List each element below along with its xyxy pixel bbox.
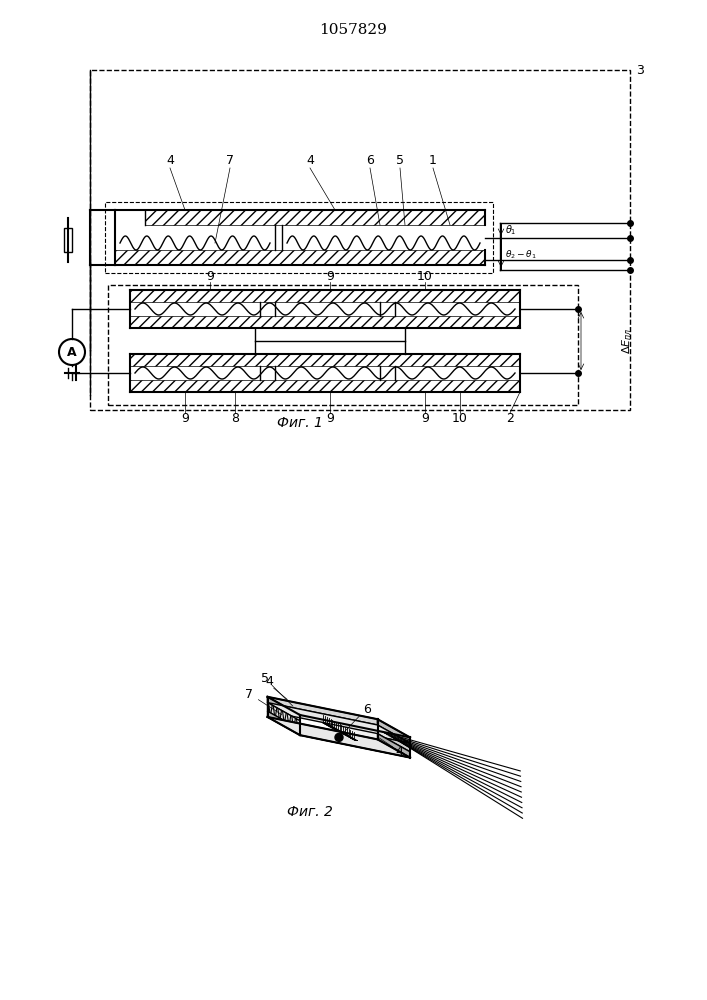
Bar	[115, 250, 485, 265]
Text: 5: 5	[261, 672, 269, 685]
Text: Фиг. 2: Фиг. 2	[287, 805, 333, 819]
Text: $\Delta E_{пл}$: $\Delta E_{пл}$	[620, 328, 633, 354]
Polygon shape	[267, 703, 410, 743]
Polygon shape	[267, 697, 378, 725]
Text: 4: 4	[266, 675, 274, 688]
Text: 9: 9	[326, 269, 334, 282]
Polygon shape	[378, 719, 410, 743]
Bar	[130, 354, 520, 366]
Text: Фиг. 1: Фиг. 1	[277, 416, 323, 430]
Polygon shape	[300, 721, 355, 741]
Bar	[108, 285, 578, 405]
Text: A: A	[67, 346, 77, 359]
Bar	[130, 380, 520, 392]
Text: 9: 9	[181, 412, 189, 426]
Bar	[145, 210, 485, 225]
Text: 7: 7	[226, 153, 234, 166]
Text: 9: 9	[326, 412, 334, 426]
Text: 8: 8	[231, 412, 239, 426]
Polygon shape	[267, 697, 300, 721]
Bar	[90, 70, 630, 410]
Bar	[105, 202, 493, 273]
Text: 9: 9	[421, 412, 429, 426]
Text: 4: 4	[306, 153, 314, 166]
Polygon shape	[267, 711, 300, 735]
Text: 10: 10	[417, 269, 433, 282]
Circle shape	[335, 733, 343, 741]
Text: $\theta_2-\theta_1$: $\theta_2-\theta_1$	[505, 249, 537, 261]
Text: 6: 6	[363, 703, 371, 716]
Polygon shape	[267, 717, 410, 758]
Text: 2: 2	[506, 412, 514, 426]
Polygon shape	[267, 703, 300, 729]
Text: 5: 5	[396, 153, 404, 166]
Polygon shape	[267, 711, 355, 741]
Text: 3: 3	[636, 64, 644, 77]
Bar	[64, 228, 72, 252]
Bar	[130, 316, 520, 328]
Text: 1: 1	[429, 153, 437, 166]
Text: $\theta_1$: $\theta_1$	[505, 223, 517, 237]
Text: 10: 10	[452, 412, 468, 426]
Text: 6: 6	[366, 153, 374, 166]
Polygon shape	[378, 734, 410, 758]
Text: 1057829: 1057829	[319, 23, 387, 37]
Polygon shape	[355, 732, 410, 752]
Bar	[130, 290, 520, 302]
Text: 7: 7	[245, 688, 253, 701]
Polygon shape	[300, 729, 410, 758]
Polygon shape	[300, 715, 410, 743]
Text: 9: 9	[206, 269, 214, 282]
Text: 4: 4	[395, 745, 403, 758]
Text: 4: 4	[166, 153, 174, 166]
Polygon shape	[322, 722, 410, 752]
